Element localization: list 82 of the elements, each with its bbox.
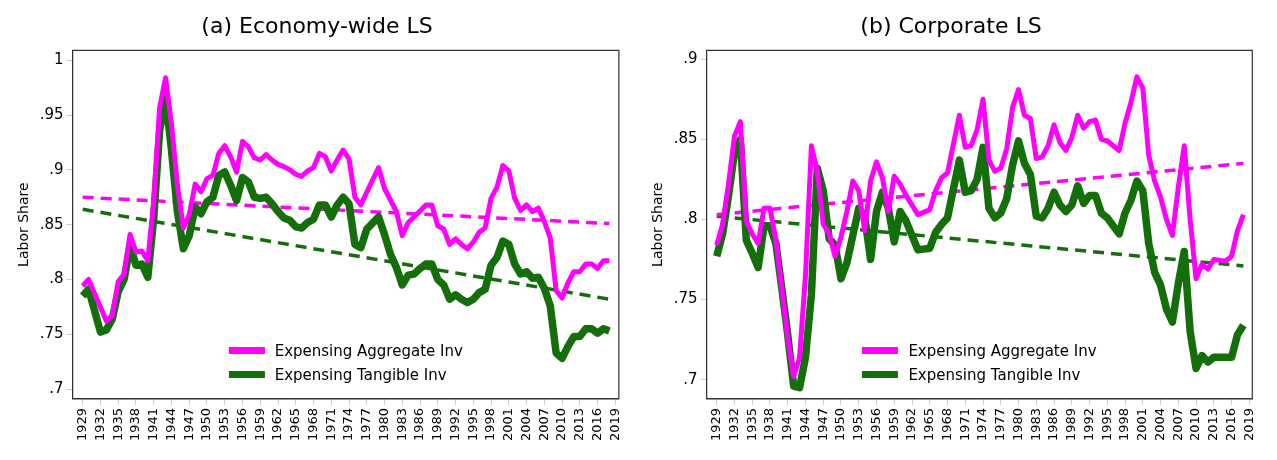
x-tick-label: 1929 <box>708 407 724 442</box>
x-tick-label: 1929 <box>74 407 90 442</box>
x-tick-label: 1986 <box>411 407 427 442</box>
x-tick-label: 2010 <box>553 407 569 442</box>
x-tick-label: 1935 <box>109 407 125 442</box>
x-tick-label: 1977 <box>358 407 374 442</box>
x-tick-label: 2001 <box>500 407 516 442</box>
x-tick-label: 1932 <box>725 407 741 442</box>
x-tick-label: 1950 <box>198 407 214 442</box>
x-tick-label: 1983 <box>393 407 409 442</box>
legend-label: Expensing Aggregate Inv <box>274 341 463 360</box>
y-tick-label: .7 <box>683 369 698 388</box>
x-tick-label: 1953 <box>216 407 232 442</box>
x-tick-label: 1944 <box>162 407 178 442</box>
x-tick-label: 1965 <box>287 407 303 442</box>
x-tick-label: 1959 <box>251 407 267 442</box>
x-tick-label: 1989 <box>429 407 445 442</box>
x-tick-label: 2013 <box>571 407 587 442</box>
x-tick-label: 1974 <box>340 407 356 442</box>
x-tick-label: 1941 <box>779 407 795 442</box>
y-tick-label: .7 <box>49 378 64 397</box>
x-tick-label: 1968 <box>304 407 320 442</box>
chart-title: (a) Economy-wide LS <box>201 12 433 38</box>
x-tick-label: 2019 <box>606 407 622 442</box>
x-tick-label: 2013 <box>1205 407 1221 442</box>
x-tick-label: 1995 <box>1098 407 1114 442</box>
x-tick-label: 1992 <box>446 407 462 442</box>
y-tick-label: .8 <box>683 209 698 228</box>
x-tick-label: 2007 <box>535 407 551 442</box>
y-tick-label: .9 <box>49 159 64 178</box>
x-tick-label: 1998 <box>1116 407 1132 442</box>
x-tick-label: 1950 <box>832 407 848 442</box>
x-tick-label: 2016 <box>588 407 604 442</box>
x-tick-label: 1938 <box>761 407 777 442</box>
legend-label: Expensing Aggregate Inv <box>908 341 1097 360</box>
chart-title: (b) Corporate LS <box>860 12 1042 38</box>
x-tick-label: 1944 <box>796 407 812 442</box>
legend-label: Expensing Tangible Inv <box>908 365 1081 384</box>
x-tick-label: 1992 <box>1080 407 1096 442</box>
x-tick-label: 1983 <box>1027 407 1043 442</box>
x-tick-label: 1971 <box>956 407 972 442</box>
y-tick-label: .95 <box>39 104 64 123</box>
x-tick-label: 1965 <box>921 407 937 442</box>
x-tick-label: 1956 <box>867 407 883 442</box>
y-tick-label: .85 <box>39 214 64 233</box>
x-tick-label: 1998 <box>482 407 498 442</box>
x-tick-label: 1941 <box>145 407 161 442</box>
legend-label: Expensing Tangible Inv <box>274 365 447 384</box>
x-tick-label: 1932 <box>91 407 107 442</box>
y-tick-label: 1 <box>54 50 64 69</box>
y-tick-label: .8 <box>49 269 64 288</box>
x-tick-label: 1974 <box>974 407 990 442</box>
x-tick-label: 1935 <box>743 407 759 442</box>
x-tick-label: 1980 <box>375 407 391 442</box>
x-tick-label: 1968 <box>938 407 954 442</box>
y-axis-title: Labor Share <box>15 182 32 267</box>
x-tick-label: 2019 <box>1240 407 1256 442</box>
x-tick-label: 2016 <box>1222 407 1238 442</box>
y-axis-title: Labor Share <box>649 182 666 267</box>
x-tick-label: 1947 <box>814 407 830 442</box>
x-tick-label: 2007 <box>1169 407 1185 442</box>
x-tick-label: 2004 <box>1151 407 1167 442</box>
x-tick-label: 2010 <box>1187 407 1203 442</box>
x-tick-label: 1959 <box>885 407 901 442</box>
x-tick-label: 1986 <box>1045 407 1061 442</box>
x-tick-label: 1977 <box>992 407 1008 442</box>
x-tick-label: 2001 <box>1134 407 1150 442</box>
x-tick-label: 1989 <box>1063 407 1079 442</box>
x-tick-label: 1962 <box>903 407 919 442</box>
y-tick-label: .85 <box>673 129 698 148</box>
x-tick-label: 2004 <box>517 407 533 442</box>
x-tick-label: 1956 <box>233 407 249 442</box>
x-tick-label: 1953 <box>850 407 866 442</box>
y-tick-label: .9 <box>683 49 698 68</box>
x-tick-label: 1962 <box>269 407 285 442</box>
x-tick-label: 1947 <box>180 407 196 442</box>
x-tick-label: 1971 <box>322 407 338 442</box>
x-tick-label: 1980 <box>1009 407 1025 442</box>
y-tick-label: .75 <box>673 289 698 308</box>
y-tick-label: .75 <box>39 324 64 343</box>
x-tick-label: 1995 <box>464 407 480 442</box>
x-tick-label: 1938 <box>127 407 143 442</box>
